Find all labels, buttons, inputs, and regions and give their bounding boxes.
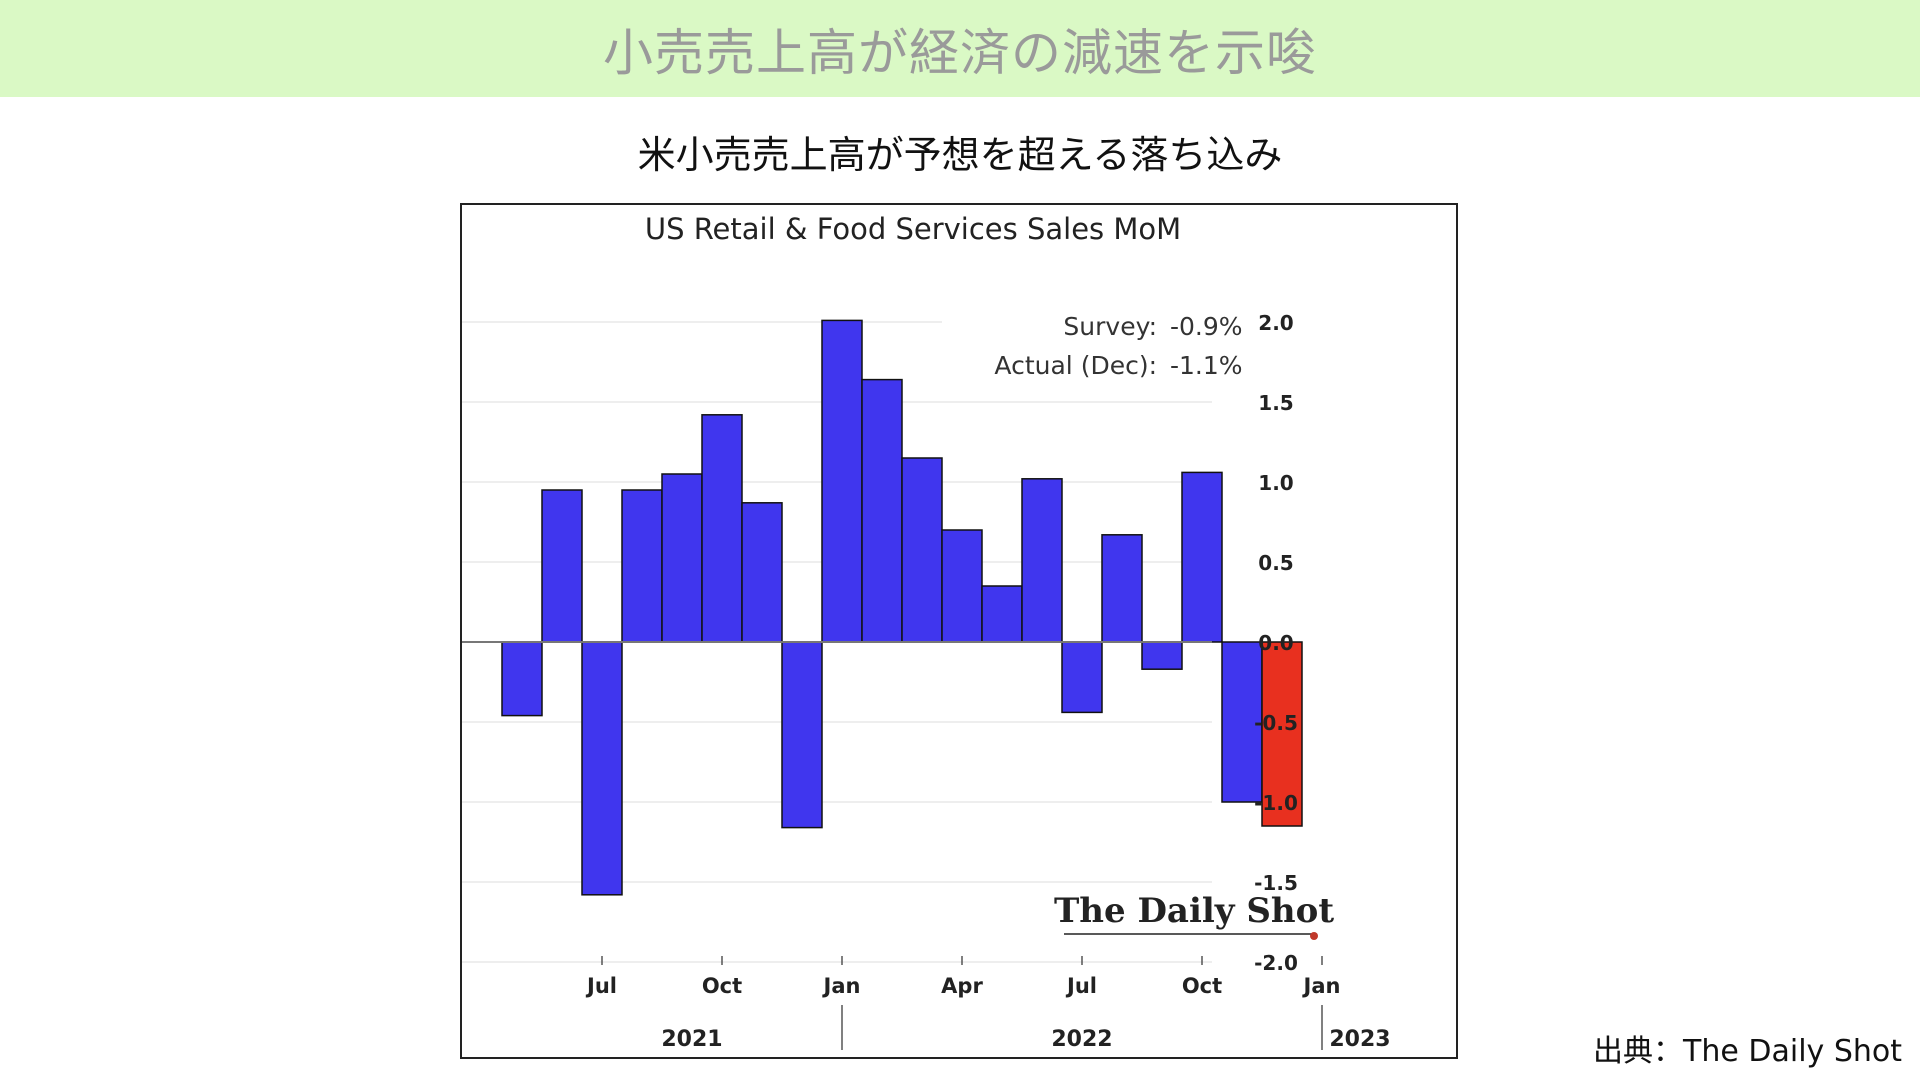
bar-2021-08: [621, 489, 663, 643]
x-tick-label: Jan: [1302, 974, 1341, 998]
source-credit: 出典：The Daily Shot: [1593, 1034, 1902, 1069]
chart-title: US Retail & Food Services Sales MoM: [645, 212, 1181, 246]
y-tick-label: 1.5: [1258, 391, 1293, 415]
watermark-logo: The Daily Shot: [1054, 891, 1334, 940]
bar-2021-09: [661, 473, 703, 643]
x-tick-label: Oct: [1182, 974, 1222, 998]
x-tick-label: Oct: [702, 974, 742, 998]
bar-2022-08: [1101, 534, 1143, 643]
bar-2022-02: [861, 378, 903, 643]
y-tick-label: -2.0: [1254, 951, 1298, 975]
bar-2022-07: [1061, 641, 1103, 714]
bar-2022-10: [1181, 471, 1223, 643]
y-tick-label: -1.5: [1254, 871, 1298, 895]
actual-label: Actual (Dec):: [994, 351, 1157, 380]
survey-label: Survey:: [1063, 312, 1157, 341]
bar-2021-05: [501, 641, 543, 717]
bar-2022-01: [821, 319, 863, 643]
bar-2022-09: [1141, 641, 1183, 670]
x-tick-label: Jul: [1065, 974, 1097, 998]
chart-frame: 2.0 1.5 1.0 0.5 0.0 -0.5 -1.0 -1.5 -2.0 Jul Oct Jan…: [460, 203, 1458, 1059]
x-tick-label: Apr: [941, 974, 983, 998]
bar-2022-12: [1261, 641, 1303, 827]
retail-sales-chart: 2.0 1.5 1.0 0.5 0.0 -0.5 -1.0 -1.5 -2.0 Jul Oct Jan…: [462, 212, 1391, 1052]
year-label: 2023: [1329, 1027, 1390, 1052]
y-tick-label: 1.0: [1258, 471, 1293, 495]
banner-title: 小売売上高が経済の減速を示唆: [603, 23, 1317, 82]
x-tick-label: Jul: [585, 974, 617, 998]
survey-annotation: Survey: -0.9% Actual (Dec): -1.1%: [942, 305, 1243, 391]
y-tick-label: 2.0: [1258, 311, 1293, 335]
y-tick-label: 0.5: [1258, 551, 1293, 575]
axis-layer: 2.0 1.5 1.0 0.5 0.0 -0.5 -1.0 -1.5 -2.0 Jul Oct Jan…: [462, 311, 1391, 1052]
year-label: 2022: [1051, 1027, 1112, 1052]
bar-2021-10: [701, 414, 743, 643]
bars-layer: [501, 319, 1303, 896]
watermark-dot: [1310, 932, 1318, 940]
y-tick-label: 0.0: [1258, 631, 1293, 655]
bar-2022-04: [941, 529, 983, 643]
bar-2022-05: [981, 585, 1023, 643]
bar-2021-11: [741, 502, 783, 643]
bar-2021-06: [541, 489, 583, 643]
chart-subtitle: 米小売売上高が予想を超える落ち込み: [637, 133, 1283, 177]
x-tick-label: Jan: [822, 974, 861, 998]
bar-2022-06: [1021, 478, 1063, 643]
header-banner: 小売売上高が経済の減速を示唆: [0, 0, 1920, 97]
actual-value: -1.1%: [1170, 351, 1243, 380]
year-label: 2021: [661, 1027, 722, 1052]
bar-2022-11: [1221, 641, 1263, 803]
y-tick-label: -0.5: [1254, 711, 1298, 735]
y-tick-label: -1.0: [1254, 791, 1298, 815]
bar-2021-07: [581, 641, 623, 896]
bar-2021-12: [781, 641, 823, 829]
bar-2022-03: [901, 457, 943, 643]
watermark-text: The Daily Shot: [1054, 891, 1334, 931]
survey-value: -0.9%: [1170, 312, 1243, 341]
